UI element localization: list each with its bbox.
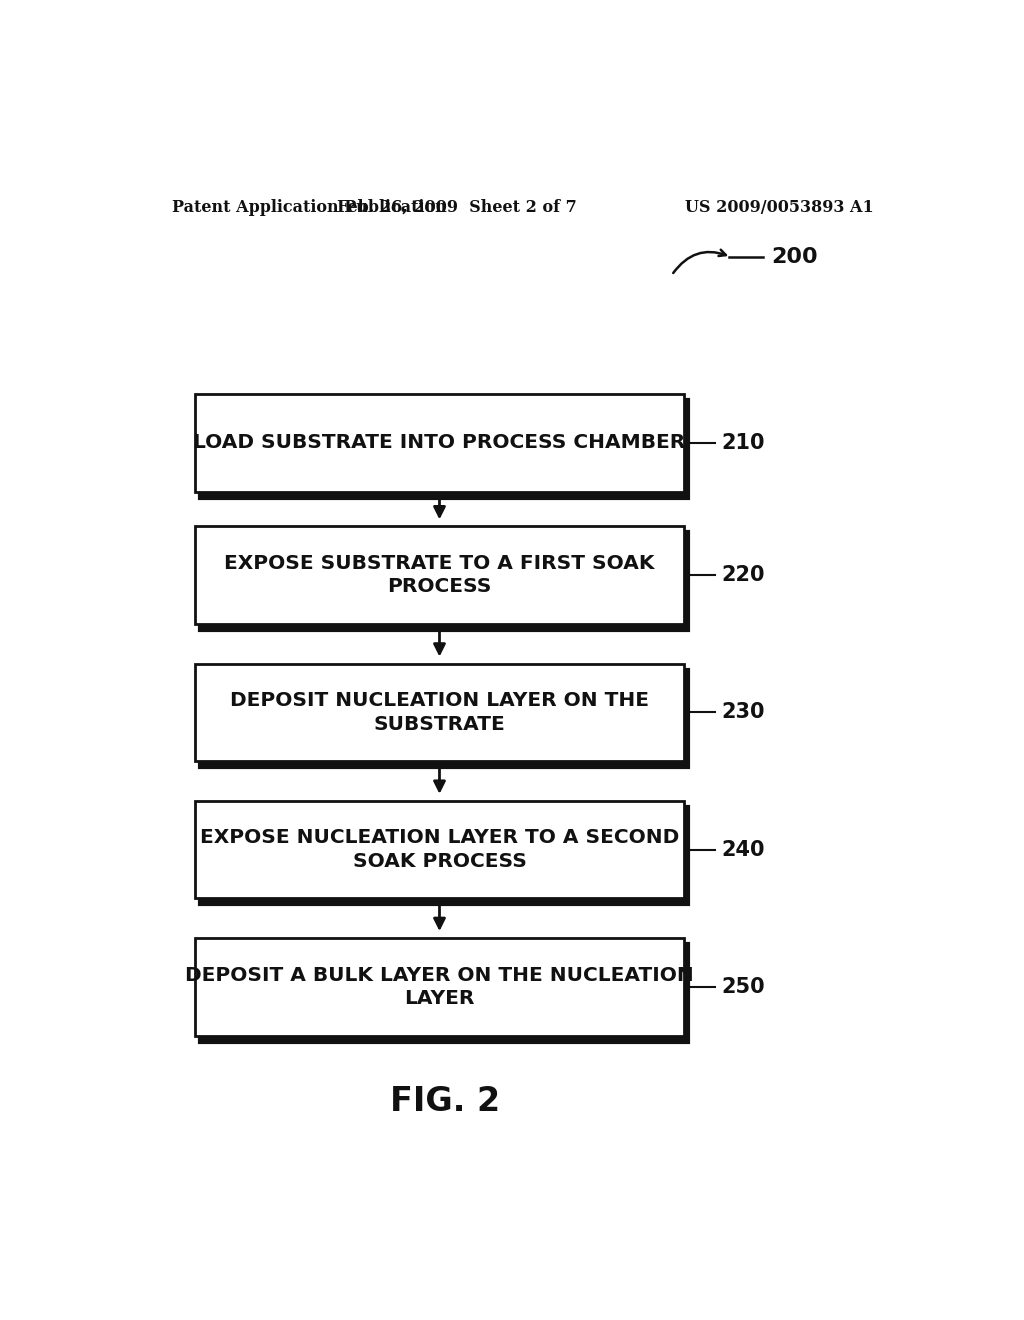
Bar [196, 801, 684, 899]
Text: Feb. 26, 2009  Sheet 2 of 7: Feb. 26, 2009 Sheet 2 of 7 [338, 199, 578, 216]
Text: 200: 200 [771, 247, 817, 267]
Bar [201, 400, 688, 498]
Text: FIG. 2: FIG. 2 [390, 1085, 501, 1118]
Bar [201, 807, 688, 904]
Bar [196, 664, 684, 762]
Text: 220: 220 [722, 565, 765, 585]
Bar [201, 944, 688, 1041]
Text: DEPOSIT NUCLEATION LAYER ON THE
SUBSTRATE: DEPOSIT NUCLEATION LAYER ON THE SUBSTRAT… [230, 692, 649, 734]
Bar [201, 532, 688, 630]
Text: 250: 250 [722, 977, 765, 997]
Bar [196, 527, 684, 624]
Bar [196, 939, 684, 1036]
Text: 230: 230 [722, 702, 765, 722]
Bar [196, 395, 684, 492]
Text: 210: 210 [722, 433, 765, 453]
Text: LOAD SUBSTRATE INTO PROCESS CHAMBER: LOAD SUBSTRATE INTO PROCESS CHAMBER [194, 433, 686, 453]
Text: EXPOSE SUBSTRATE TO A FIRST SOAK
PROCESS: EXPOSE SUBSTRATE TO A FIRST SOAK PROCESS [224, 554, 654, 597]
Text: DEPOSIT A BULK LAYER ON THE NUCLEATION
LAYER: DEPOSIT A BULK LAYER ON THE NUCLEATION L… [185, 965, 694, 1008]
FancyArrowPatch shape [673, 249, 726, 273]
Text: US 2009/0053893 A1: US 2009/0053893 A1 [685, 199, 873, 216]
Text: 240: 240 [722, 840, 765, 859]
Text: Patent Application Publication: Patent Application Publication [172, 199, 446, 216]
Bar [201, 669, 688, 767]
Text: EXPOSE NUCLEATION LAYER TO A SECOND
SOAK PROCESS: EXPOSE NUCLEATION LAYER TO A SECOND SOAK… [200, 829, 679, 871]
